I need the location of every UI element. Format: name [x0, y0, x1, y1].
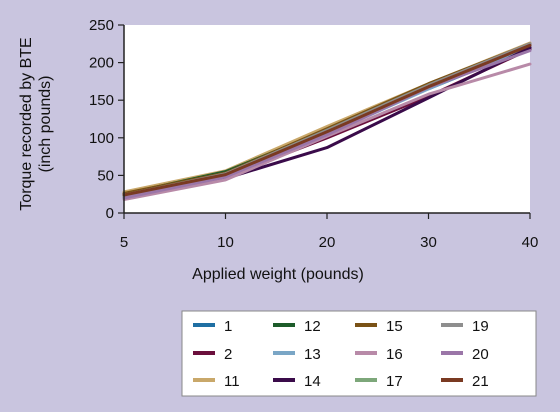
- series-line-21: [122, 43, 532, 197]
- y-axis-title-line-1: Torque recorded by BTE: [18, 37, 35, 210]
- legend-label-20: 20: [472, 346, 489, 363]
- y-tick-label: 50: [97, 167, 114, 184]
- legend-label-2: 2: [224, 346, 232, 363]
- x-tick-label: 40: [522, 234, 539, 251]
- legend-label-1: 1: [224, 318, 232, 335]
- y-axis-title: Torque recorded by BTE (inch pounds): [18, 37, 54, 210]
- y-ticks: 0 50 100 150 200 250: [89, 17, 124, 222]
- y-tick-label: 200: [89, 55, 114, 72]
- y-tick-label: 0: [106, 205, 114, 222]
- legend-label-19: 19: [472, 318, 489, 335]
- x-axis-title: Applied weight (pounds): [192, 266, 364, 283]
- y-tick-label: 250: [89, 17, 114, 34]
- legend: 1 12 15 19 2 13 16 20 11 14 17 21: [193, 318, 489, 390]
- legend-label-11: 11: [224, 373, 240, 390]
- y-axis-title-line-2: (inch pounds): [37, 76, 54, 173]
- legend-label-21: 21: [472, 373, 489, 390]
- x-ticks: 5 10 20 30 40: [120, 213, 539, 251]
- x-tick-label: 30: [420, 234, 437, 251]
- y-tick-label: 100: [89, 130, 114, 147]
- legend-label-15: 15: [386, 318, 403, 335]
- series-layer: [122, 41, 532, 201]
- x-tick-label: 20: [319, 234, 336, 251]
- y-tick-label: 150: [89, 92, 114, 109]
- x-tick-label: 5: [120, 234, 128, 251]
- legend-label-14: 14: [304, 373, 321, 390]
- series-line-20: [122, 49, 532, 200]
- legend-label-16: 16: [386, 346, 403, 363]
- legend-label-12: 12: [304, 318, 321, 335]
- x-tick-label: 10: [217, 234, 234, 251]
- legend-label-13: 13: [304, 346, 321, 363]
- legend-label-17: 17: [386, 373, 403, 390]
